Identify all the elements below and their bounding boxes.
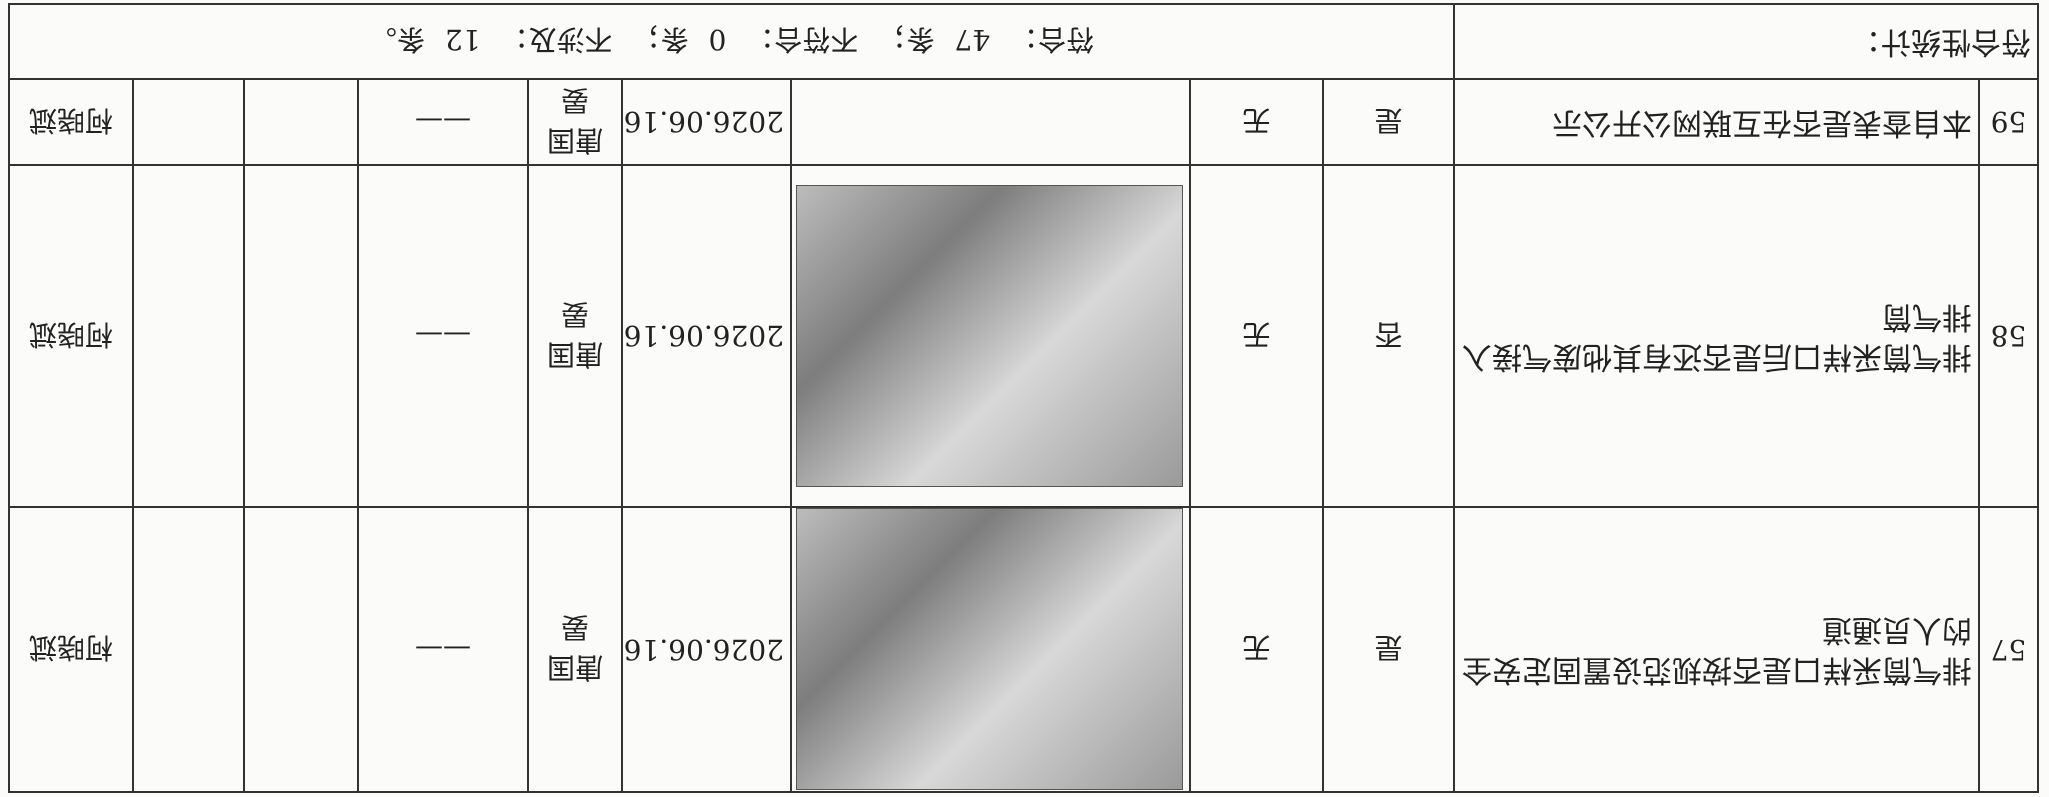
blank <box>244 165 358 507</box>
row-number: 57 <box>1979 507 2038 792</box>
summary-suffix: 条； <box>878 23 935 57</box>
table-row: 58 排气筒采样口后是否还有其他废气接入排气筒否无 2026.06.16 唐国晏 —— 柯… <box>9 165 2038 507</box>
photo-cell <box>791 79 1190 165</box>
date: 2026.06.16 <box>622 79 791 165</box>
row-number: 58 <box>1979 165 2038 507</box>
summary-count: 0 <box>708 23 727 57</box>
issue: 无 <box>1190 507 1323 792</box>
measure: —— <box>358 79 528 165</box>
summary-item-label: 不符合： <box>746 23 859 57</box>
photo-cell <box>791 165 1190 507</box>
photo <box>796 508 1183 791</box>
answer: 是 <box>1323 79 1454 165</box>
measure: —— <box>358 507 528 792</box>
measure: —— <box>358 165 528 507</box>
answer: 是 <box>1323 507 1454 792</box>
blank <box>244 79 358 165</box>
photo <box>796 185 1183 487</box>
reviewer: 柯晓斌 <box>9 79 133 165</box>
date: 2026.06.16 <box>622 507 791 792</box>
inspection-table: 57 排气筒采样口是否按规范设置固定安全的人员通道是无 2026.06.16 唐国晏 —… <box>8 3 2039 793</box>
blank <box>133 79 244 165</box>
table-row: 57 排气筒采样口是否按规范设置固定安全的人员通道是无 2026.06.16 唐国晏 —… <box>9 507 2038 792</box>
row-number: 59 <box>1979 79 2038 165</box>
photo-cell <box>791 507 1190 792</box>
blank <box>133 507 244 792</box>
reviewer: 柯晓斌 <box>9 165 133 507</box>
summary-label: 符合性统计： <box>1454 4 2038 79</box>
summary-row: 符合性统计： 符合： 47 条； 不符合： 0 条； 不涉及： 12 条。 <box>9 4 2038 79</box>
summary-item-label: 符合： <box>1010 23 1095 57</box>
summary-suffix: 条。 <box>368 23 425 57</box>
check-item: 排气筒采样口后是否还有其他废气接入排气筒 <box>1454 165 1979 507</box>
blank <box>133 165 244 507</box>
issue: 无 <box>1190 79 1323 165</box>
summary-count: 47 <box>954 23 991 57</box>
check-item: 排气筒采样口是否按规范设置固定安全的人员通道 <box>1454 507 1979 792</box>
summary-item-label: 不涉及： <box>500 23 613 57</box>
reviewer: 柯晓斌 <box>9 507 133 792</box>
summary-count: 12 <box>444 23 481 57</box>
inspector: 唐国晏 <box>528 165 622 507</box>
summary-suffix: 条； <box>632 23 689 57</box>
blank <box>244 507 358 792</box>
check-item: 本自查表是否在互联网公开公示 <box>1454 79 1979 165</box>
summary-values: 符合： 47 条； 不符合： 0 条； 不涉及： 12 条。 <box>9 4 1454 79</box>
issue: 无 <box>1190 165 1323 507</box>
inspector: 唐国晏 <box>528 507 622 792</box>
answer: 否 <box>1323 165 1454 507</box>
inspector: 唐国晏 <box>528 79 622 165</box>
table-row: 59 本自查表是否在互联网公开公示是无 2026.06.16 唐国晏 —— 柯晓斌 <box>9 79 2038 165</box>
date: 2026.06.16 <box>622 165 791 507</box>
